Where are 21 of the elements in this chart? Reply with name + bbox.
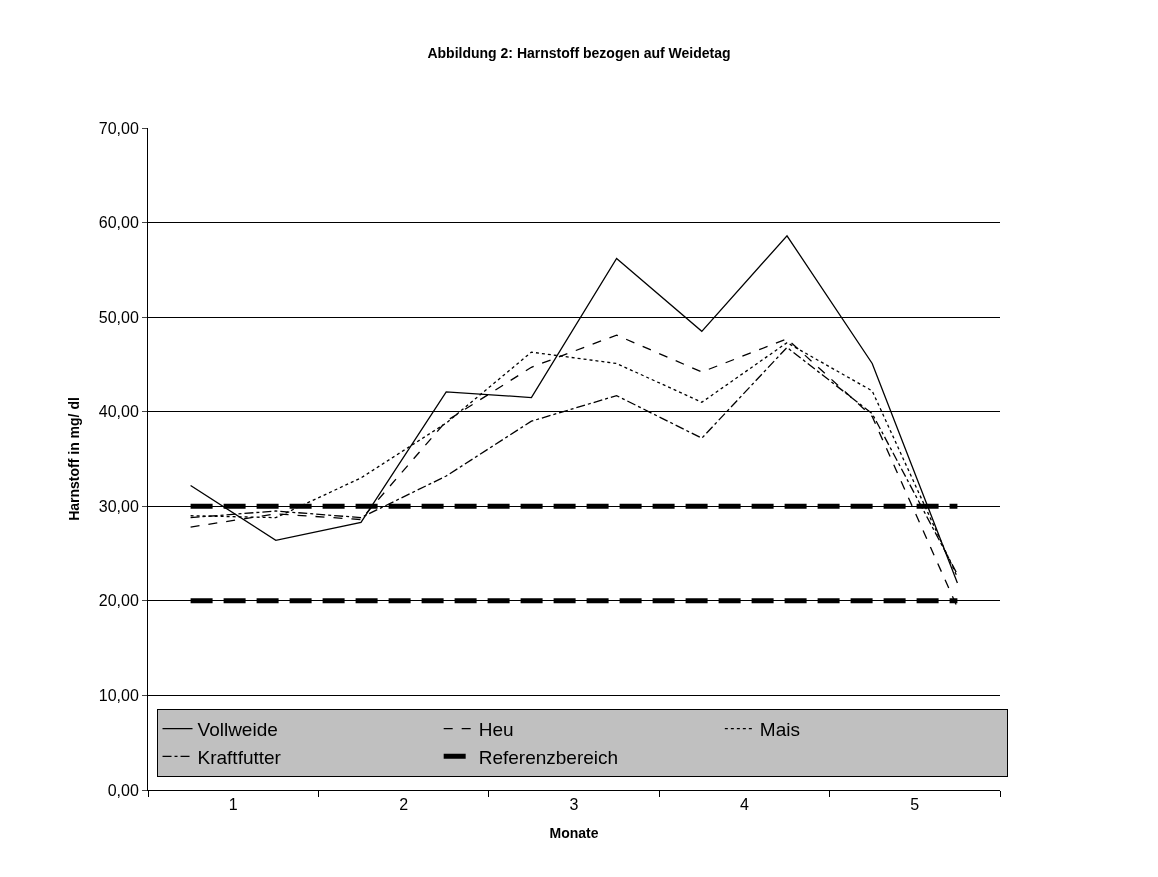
legend-label: Kraftfutter: [197, 746, 282, 768]
chart-title: Abbildung 2: Harnstoff bezogen auf Weidetag: [427, 45, 731, 62]
legend-label: Referenzbereich: [478, 746, 619, 768]
legend-label: Vollweide: [197, 719, 278, 741]
x-tick-label: 3: [569, 796, 579, 814]
y-tick-label: 30,00: [98, 497, 139, 515]
x-tick-label: 2: [399, 796, 409, 814]
legend-label: Mais: [759, 719, 800, 741]
legend-label: Heu: [478, 719, 514, 741]
x-axis-title: Monate: [549, 824, 599, 841]
y-axis-title: Harnstoff in mg/ dl: [66, 397, 83, 521]
y-tick-label: 50,00: [98, 308, 139, 326]
x-tick-label: 1: [228, 796, 238, 814]
y-tick-label: 60,00: [98, 214, 139, 232]
y-tick-label: 0,00: [107, 781, 139, 799]
y-tick-label: 10,00: [98, 687, 139, 705]
y-tick-label: 40,00: [98, 403, 139, 421]
y-tick-label: 70,00: [98, 119, 139, 137]
x-tick-label: 4: [739, 796, 749, 814]
x-tick-label: 5: [910, 796, 920, 814]
y-tick-label: 20,00: [98, 592, 139, 610]
